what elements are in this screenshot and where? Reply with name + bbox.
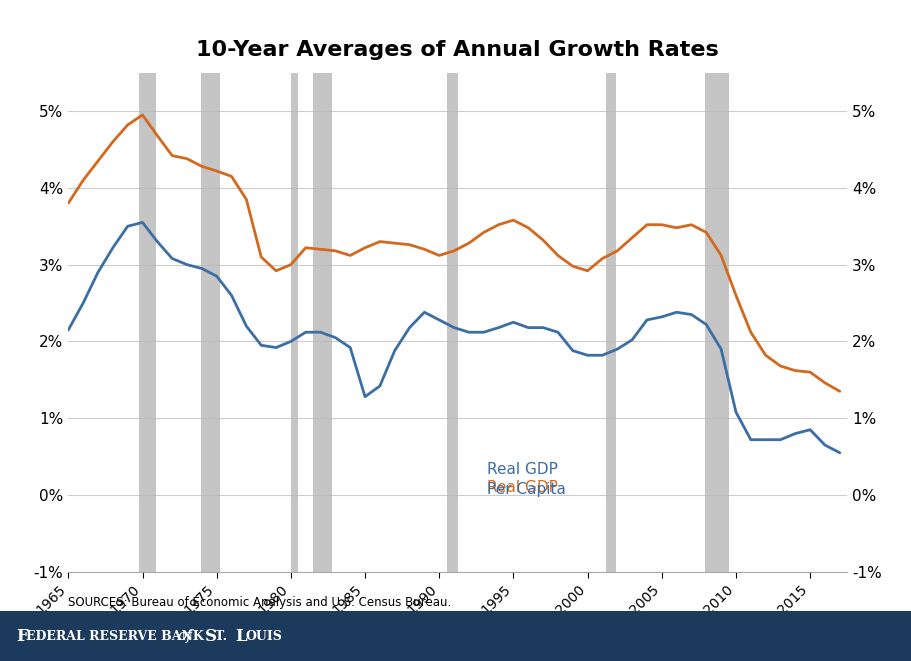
Bar (313, 73, 332, 572)
Text: Real GDP: Real GDP (486, 480, 558, 495)
Bar (138, 73, 156, 572)
Text: F: F (16, 628, 28, 644)
Title: 10-Year Averages of Annual Growth Rates: 10-Year Averages of Annual Growth Rates (197, 40, 719, 60)
Text: L: L (235, 628, 247, 644)
Bar (291, 73, 298, 572)
Text: T.: T. (215, 630, 231, 642)
Bar (200, 73, 220, 572)
Text: Real GDP
Per Capita: Real GDP Per Capita (486, 462, 566, 497)
Bar (606, 73, 616, 572)
Text: S: S (205, 628, 217, 644)
Text: EDERAL RESERVE BANK: EDERAL RESERVE BANK (26, 630, 208, 642)
Bar (446, 73, 458, 572)
Text: SOURCES: Bureau of Economic Analysis and U.S. Census Bureau.: SOURCES: Bureau of Economic Analysis and… (68, 596, 452, 609)
Text: OUIS: OUIS (245, 630, 281, 642)
Bar (705, 73, 729, 572)
Text: of: of (178, 629, 192, 643)
